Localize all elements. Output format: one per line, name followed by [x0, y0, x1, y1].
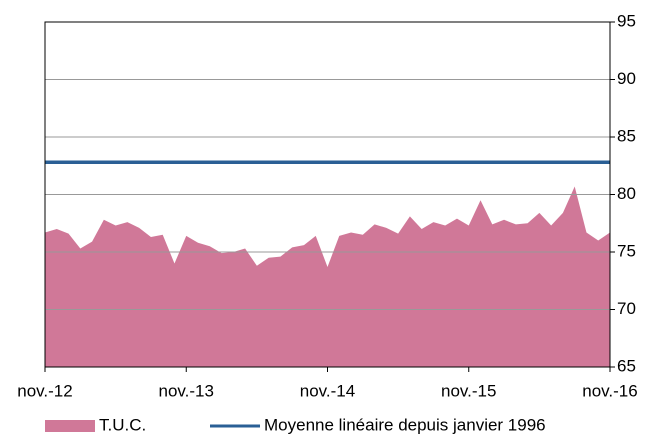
area [45, 186, 610, 367]
y-tick-label: 65 [617, 356, 636, 375]
y-tick-label: 75 [617, 241, 636, 260]
x-tick-label: nov.-12 [17, 381, 72, 400]
y-tick-label: 70 [617, 299, 636, 318]
legend-label: T.U.C. [99, 415, 146, 434]
y-tick-label: 80 [617, 184, 636, 203]
legend-swatch [45, 420, 95, 432]
y-tick-label: 90 [617, 69, 636, 88]
y-tick-label: 85 [617, 126, 636, 145]
x-tick-label: nov.-13 [159, 381, 214, 400]
y-tick-label: 95 [617, 11, 636, 30]
x-tick-label: nov.-15 [441, 381, 496, 400]
x-tick-label: nov.-14 [300, 381, 355, 400]
legend-label: Moyenne linéaire depuis janvier 1996 [264, 415, 546, 434]
x-tick-label: nov.-16 [582, 381, 637, 400]
